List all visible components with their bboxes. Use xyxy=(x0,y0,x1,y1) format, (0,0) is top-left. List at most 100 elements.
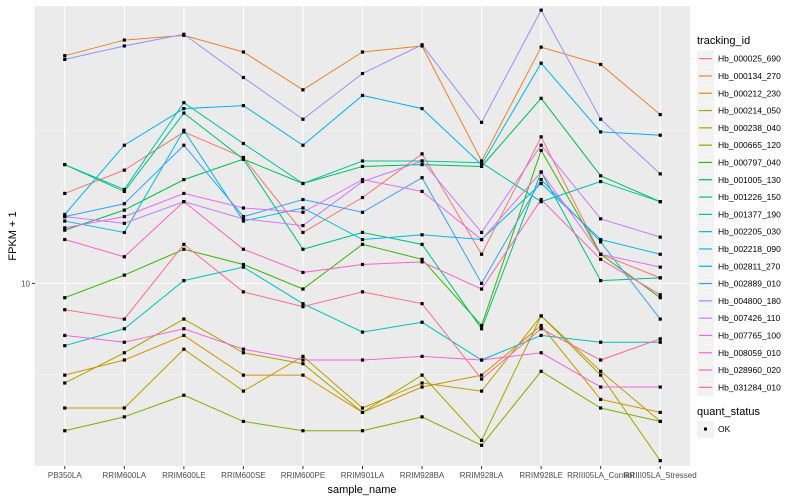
data-point xyxy=(539,200,543,204)
data-point xyxy=(182,111,186,115)
data-point xyxy=(301,287,305,291)
data-point xyxy=(539,197,543,202)
data-point xyxy=(599,130,603,134)
data-point xyxy=(241,104,246,108)
data-point xyxy=(479,327,484,331)
data-point xyxy=(182,347,186,351)
legend-label: Hb_002811_270 xyxy=(718,261,781,271)
data-point xyxy=(63,296,67,300)
data-point xyxy=(122,340,126,344)
shape-legend-point xyxy=(704,427,707,431)
data-point xyxy=(658,113,662,117)
data-point xyxy=(301,181,305,186)
x-tick-label: RRIII05LA_Stressed xyxy=(624,471,697,480)
data-point xyxy=(360,159,365,163)
data-point xyxy=(479,287,484,291)
legend-label: Hb_001377_190 xyxy=(718,209,781,219)
data-point xyxy=(479,230,484,235)
data-point xyxy=(420,320,424,324)
data-point xyxy=(122,38,126,42)
data-point xyxy=(360,179,365,184)
data-point xyxy=(182,178,186,182)
data-point xyxy=(360,71,365,76)
data-point xyxy=(63,429,67,433)
data-point xyxy=(479,164,484,169)
data-point xyxy=(122,208,126,212)
y-axis-title: FPKM + 1 xyxy=(7,211,19,260)
data-point xyxy=(658,133,662,137)
data-point xyxy=(301,247,305,251)
data-point xyxy=(301,429,305,433)
data-point xyxy=(241,206,246,210)
data-point xyxy=(241,373,246,377)
data-point xyxy=(599,373,603,377)
data-point xyxy=(539,369,543,373)
data-point xyxy=(63,237,67,242)
legend-label: Hb_008059_010 xyxy=(718,348,781,358)
data-point xyxy=(658,265,662,269)
data-point xyxy=(420,354,424,358)
data-point xyxy=(420,260,424,264)
data-point xyxy=(63,381,67,385)
legend-label: Hb_004800_180 xyxy=(718,296,781,306)
data-point xyxy=(360,210,365,214)
data-point xyxy=(182,191,186,196)
x-tick-label: PB350LA xyxy=(48,471,82,480)
data-point xyxy=(420,43,424,47)
data-point xyxy=(479,377,484,381)
data-point xyxy=(360,50,365,54)
data-point xyxy=(420,176,424,180)
data-point xyxy=(658,385,662,389)
data-point xyxy=(182,106,186,111)
data-point xyxy=(360,237,365,242)
data-point xyxy=(658,252,662,256)
data-point xyxy=(182,143,186,147)
data-point xyxy=(241,351,246,355)
data-point xyxy=(360,262,365,267)
data-point xyxy=(539,314,543,318)
legend-label: Hb_000212_230 xyxy=(718,88,781,98)
data-point xyxy=(182,242,186,246)
data-point xyxy=(658,317,662,321)
data-point xyxy=(420,415,424,419)
legend-label: Hb_001005_130 xyxy=(718,175,781,185)
data-point xyxy=(360,290,365,294)
data-point xyxy=(241,347,246,351)
data-point xyxy=(301,270,305,275)
data-point xyxy=(63,191,67,196)
data-point xyxy=(301,230,305,235)
data-point xyxy=(539,135,543,139)
data-point xyxy=(122,358,126,362)
legend-label: Hb_000238_040 xyxy=(718,123,781,133)
data-point xyxy=(360,429,365,433)
data-point xyxy=(301,223,305,228)
data-point xyxy=(122,273,126,277)
data-point xyxy=(539,61,543,65)
data-point xyxy=(301,373,305,377)
data-point xyxy=(63,344,67,348)
data-point xyxy=(658,200,662,204)
data-point xyxy=(241,141,246,146)
data-point xyxy=(420,152,424,156)
data-point xyxy=(241,265,246,269)
data-point xyxy=(241,75,246,80)
data-point xyxy=(63,212,67,217)
data-point xyxy=(420,302,424,306)
data-point xyxy=(182,333,186,338)
data-point xyxy=(658,276,662,280)
data-point xyxy=(479,373,484,377)
data-point xyxy=(479,161,484,165)
data-point xyxy=(63,308,67,312)
data-point xyxy=(301,88,305,92)
x-tick-label: RRIM901LA xyxy=(341,471,385,480)
data-point xyxy=(122,351,126,355)
legend-label: Hb_000797_040 xyxy=(718,157,781,167)
data-point xyxy=(539,323,543,328)
data-point xyxy=(122,44,126,48)
data-point xyxy=(479,323,484,328)
data-point xyxy=(301,197,305,202)
data-point xyxy=(539,148,543,152)
data-point xyxy=(658,235,662,239)
data-point xyxy=(241,219,246,223)
